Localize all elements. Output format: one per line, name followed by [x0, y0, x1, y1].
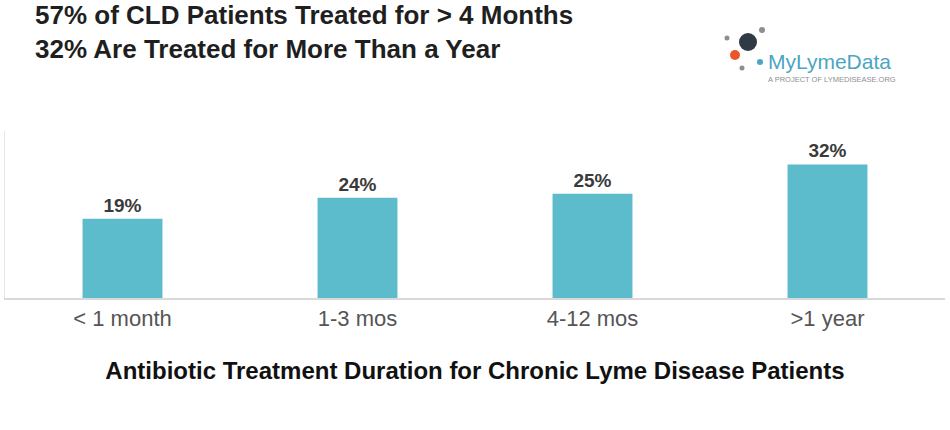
- svg-text:Antibiotic Treatment Duration: Antibiotic Treatment Duration for Chroni…: [105, 357, 844, 384]
- svg-text:19%: 19%: [103, 195, 141, 216]
- svg-text:MyLymeData: MyLymeData: [768, 50, 891, 73]
- svg-text:A PROJECT OF LYMEDISEASE.ORG: A PROJECT OF LYMEDISEASE.ORG: [768, 75, 896, 84]
- svg-text:24%: 24%: [338, 174, 376, 195]
- svg-text:>1 year: >1 year: [791, 306, 865, 331]
- svg-text:57% of CLD Patients Treated fo: 57% of CLD Patients Treated for > 4 Mont…: [35, 0, 573, 64]
- svg-text:25%: 25%: [573, 170, 611, 191]
- svg-text:4-12 mos: 4-12 mos: [547, 306, 639, 331]
- svg-text:< 1 month: < 1 month: [73, 306, 171, 331]
- svg-text:1-3 mos: 1-3 mos: [318, 306, 397, 331]
- svg-text:32%: 32%: [808, 140, 846, 161]
